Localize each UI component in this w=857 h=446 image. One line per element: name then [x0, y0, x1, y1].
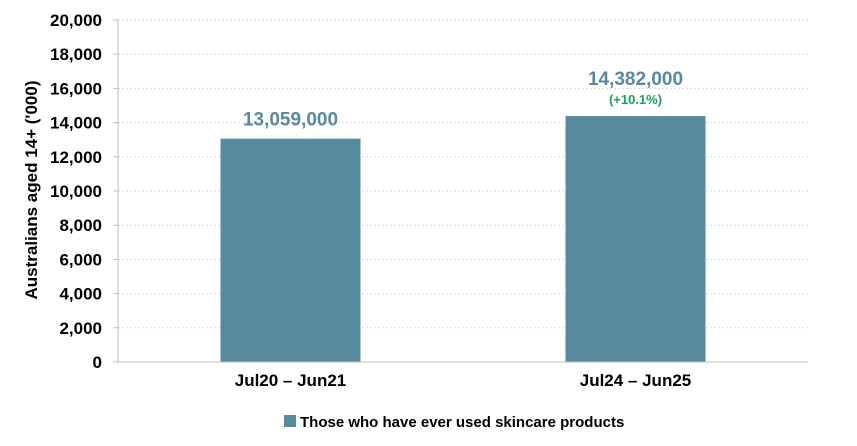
y-axis-label: Australians aged 14+ ('000) — [22, 81, 41, 300]
bar — [565, 116, 706, 362]
y-tick-label: 0 — [93, 353, 102, 372]
y-tick-label: 10,000 — [50, 182, 102, 201]
y-tick-label: 18,000 — [50, 45, 102, 64]
y-tick-label: 12,000 — [50, 148, 102, 167]
data-label: 14,382,000 — [588, 69, 683, 90]
y-axis-ticks: 0 2,000 4,000 6,000 8,000 10,000 12,000 14,000 1… — [50, 11, 118, 372]
legend: Those who have ever used skincare produc… — [284, 414, 624, 431]
y-tick-label: 8,000 — [59, 216, 102, 235]
y-tick-label: 2,000 — [59, 319, 102, 338]
y-tick-label: 14,000 — [50, 114, 102, 133]
x-tick-label: Jul20 – Jun21 — [235, 371, 347, 390]
bar — [220, 138, 361, 362]
data-label: 13,059,000 — [243, 110, 338, 131]
x-axis-categories: Jul20 – Jun21 Jul24 – Jun25 — [235, 371, 692, 390]
legend-swatch — [284, 415, 296, 427]
y-tick-label: 4,000 — [59, 285, 102, 304]
y-tick-label: 20,000 — [50, 11, 102, 30]
x-tick-label: Jul24 – Jun25 — [580, 371, 692, 390]
change-label: (+10.1%) — [609, 92, 662, 107]
y-tick-label: 6,000 — [59, 250, 102, 269]
legend-label: Those who have ever used skincare produc… — [300, 414, 624, 431]
gridlines — [118, 19, 808, 329]
y-tick-label: 16,000 — [50, 79, 102, 98]
bars — [220, 116, 706, 362]
data-labels: 13,059,000 14,382,000 (+10.1%) — [243, 69, 683, 131]
